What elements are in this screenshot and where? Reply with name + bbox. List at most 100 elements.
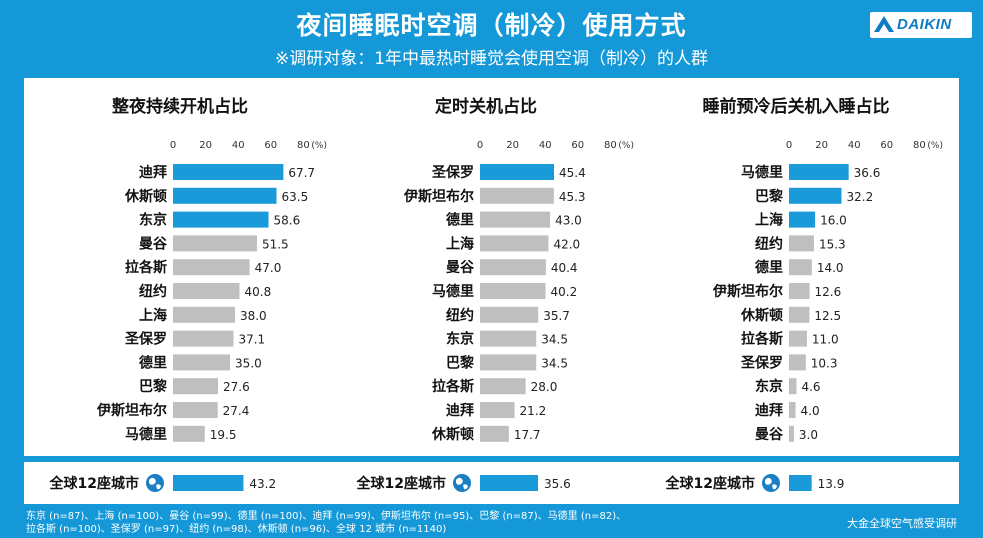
panel-2-bar [480, 354, 537, 371]
panel-2-value-label: 21.2 [520, 404, 547, 418]
panel-1-tick-label: 0 [170, 140, 176, 151]
panel-3-category-label: 曼谷 [755, 427, 784, 443]
panel-1-value-label: 40.8 [245, 285, 272, 299]
panel-2-bar [480, 164, 555, 180]
daikin-logo-text: DAIKIN [897, 16, 952, 33]
panel-2-bar [480, 306, 539, 323]
panel-2-total-value-label: 35.6 [544, 477, 571, 491]
panel-2-bar [480, 283, 546, 299]
daikin-logo: DAIKIN [870, 12, 972, 38]
panel-1-total-label: 全球12座城市 [49, 475, 139, 492]
panel-1-category-label: 休斯顿 [124, 188, 167, 205]
panel-2-category-label: 马德里 [432, 283, 474, 300]
panel-1-value-label: 63.5 [282, 190, 309, 204]
panel-2-value-label: 43.0 [555, 214, 582, 228]
panel-2-bar [480, 425, 509, 442]
panel-2-unit-label: (%) [618, 141, 634, 151]
panel-1-bar [173, 235, 257, 252]
panel-3-value-label: 12.5 [814, 309, 841, 323]
panel-3-bar [789, 306, 810, 323]
panel-3-bar [789, 164, 849, 180]
panel-2-value-label: 40.4 [551, 261, 578, 275]
panel-2-category-label: 拉各斯 [432, 378, 474, 395]
panel-3-category-label: 圣保罗 [740, 354, 783, 371]
panel-1-category-label: 东京 [139, 212, 167, 229]
panel-3-value-label: 36.6 [854, 166, 881, 180]
panel-1-category-label: 德里 [139, 354, 167, 371]
panel-1-category-label: 巴黎 [139, 378, 167, 395]
panel-2-value-label: 42.0 [553, 237, 580, 251]
panel-2-tick-label: 80 [604, 140, 617, 151]
panel-3-value-label: 15.3 [819, 237, 846, 251]
panel-1-value-label: 27.6 [223, 380, 250, 394]
panel-2-tick-label: 20 [506, 140, 519, 151]
panel-2-category-label: 东京 [446, 331, 474, 348]
panel-2-category-label: 上海 [446, 235, 474, 252]
panel-3-bar [789, 378, 797, 395]
panel-1-bar [173, 259, 250, 276]
panel-2-value-label: 45.4 [559, 166, 586, 180]
panel-3-total-value-label: 13.9 [818, 477, 845, 491]
panel-1-category-label: 迪拜 [139, 164, 167, 181]
panel-3-tick-label: 60 [880, 140, 893, 151]
panel-1-tick-label: 20 [199, 140, 212, 151]
panel-3-category-label: 拉各斯 [741, 331, 783, 348]
panel-2-category-label: 伊斯坦布尔 [403, 188, 474, 205]
panel-3-category-label: 伊斯坦布尔 [712, 283, 783, 300]
panel-3-tick-label: 0 [786, 140, 792, 151]
panel-2-category-label: 德里 [446, 212, 474, 229]
panel-3-value-label: 32.2 [846, 190, 873, 204]
panel-1-bar [173, 425, 205, 442]
panel-2-bar [480, 378, 526, 395]
panel-2-total-label: 全球12座城市 [356, 475, 446, 492]
panel-1-bar [173, 187, 277, 204]
panel-3-value-label: 16.0 [820, 214, 847, 228]
panel-2-category-label: 曼谷 [446, 260, 475, 276]
panel-1-category-label: 拉各斯 [125, 259, 167, 276]
panel-3-bar [789, 187, 842, 204]
panel-1-category-label: 曼谷 [139, 236, 168, 252]
panel-2-category-label: 休斯顿 [431, 426, 474, 443]
panel-3-tick-label: 20 [815, 140, 828, 151]
panel-3-category-label: 休斯顿 [740, 307, 783, 324]
panel-2-category-label: 巴黎 [446, 354, 474, 371]
panel-3-value-label: 14.0 [817, 261, 844, 275]
panel-2-value-label: 40.2 [551, 285, 578, 299]
panel-1-total-value-label: 43.2 [249, 477, 276, 491]
panel-3-value-label: 11.0 [812, 333, 839, 347]
panel-3-unit-label: (%) [927, 141, 943, 151]
panel-2-bar [480, 187, 554, 204]
panel-2-total-bar [480, 475, 539, 491]
panel-2-value-label: 34.5 [541, 356, 568, 370]
panel-1-bar [173, 211, 269, 228]
panel-3-bar [789, 425, 794, 442]
panel-1-tick-label: 80 [297, 140, 310, 151]
panel-1-bar [173, 283, 240, 299]
panel-3-value-label: 4.6 [801, 380, 820, 394]
panel-3-category-label: 上海 [755, 212, 783, 229]
panel-1-bar [173, 330, 234, 347]
panel-3-tick-label: 80 [913, 140, 926, 151]
panel-2-title: 定时关机占比 [435, 96, 537, 117]
globe-icon-land [149, 477, 161, 490]
panel-3-bar [789, 283, 810, 299]
panel-3-bar [789, 354, 806, 371]
panel-2-bar [480, 211, 551, 228]
panel-2-bar [480, 259, 546, 276]
panel-1-bar [173, 402, 218, 418]
panel-1-value-label: 27.4 [223, 404, 250, 418]
panel-1-bar [173, 378, 218, 395]
sample-size-note-line-2: 拉各斯 (n=100)、圣保罗 (n=97)、纽约 (n=98)、休斯顿 (n=… [26, 524, 447, 535]
panel-3-total-bar [789, 475, 812, 491]
panel-2-bar [480, 235, 549, 252]
panel-1-category-label: 伊斯坦布尔 [96, 402, 167, 419]
panel-1-bar [173, 306, 235, 323]
panel-1-bar [173, 354, 231, 371]
panel-3-category-label: 迪拜 [755, 402, 783, 419]
panel-3-bar [789, 235, 814, 252]
panel-1-value-label: 38.0 [240, 309, 267, 323]
globe-icon-land [765, 477, 777, 490]
panel-1-value-label: 37.1 [238, 333, 265, 347]
panel-3-category-label: 马德里 [741, 164, 783, 181]
page-title: 夜间睡眠时空调（制冷）使用方式 [296, 11, 687, 40]
